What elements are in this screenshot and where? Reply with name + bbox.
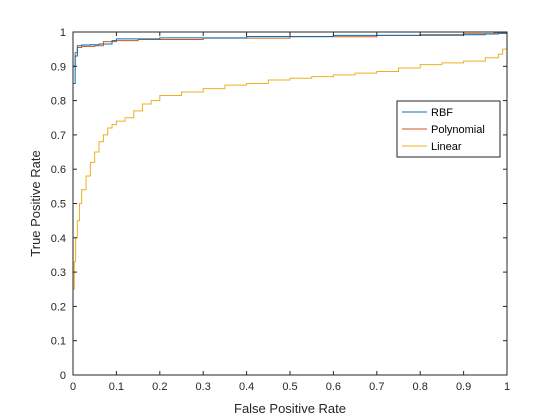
x-axis-label: False Positive Rate	[234, 401, 346, 416]
y-tick-label: 0.5	[51, 199, 66, 211]
legend-label-rbf: RBF	[431, 107, 453, 119]
x-tick-label: 0.2	[152, 381, 167, 393]
x-tick-label: 0	[70, 381, 76, 393]
legend: RBF Polynomial Linear	[396, 100, 501, 158]
y-tick-label: 0.3	[51, 267, 66, 279]
y-tick-label: 1	[60, 27, 66, 39]
series-line-rbf	[72, 32, 508, 375]
x-tick-label: 0.4	[239, 381, 254, 393]
y-tick-label: 0	[60, 370, 66, 382]
x-tick-label: 0.1	[109, 381, 124, 393]
y-axis-label: True Positive Rate	[28, 150, 43, 256]
x-tick-label: 0.7	[369, 381, 384, 393]
x-tick-label: 0.9	[456, 381, 471, 393]
axis-ticks: 0 0.1 0.2 0.3 0.4 0.5 0.6 0.7 0.8 0.9 1 0 0.1 0.2 0.3 0…	[51, 27, 510, 393]
series-line-polynomial	[72, 32, 508, 375]
legend-label-polynomial: Polynomial	[431, 124, 485, 136]
y-tick-label: 0.1	[51, 336, 66, 348]
x-tick-label: 0.8	[413, 381, 428, 393]
series-line-linear	[73, 38, 508, 290]
y-tick-label: 0.2	[51, 301, 66, 313]
x-tick-label: 0.3	[196, 381, 211, 393]
legend-label-linear: Linear	[431, 141, 462, 153]
y-tick-label: 0.6	[51, 164, 66, 176]
y-tick-label: 0.9	[51, 61, 66, 73]
series-lines	[72, 32, 508, 375]
y-tick-label: 0.7	[51, 130, 66, 142]
x-tick-label: 1	[504, 381, 510, 393]
x-tick-label: 0.5	[282, 381, 297, 393]
y-tick-label: 0.8	[51, 96, 66, 108]
y-tick-label: 0.4	[51, 233, 66, 245]
x-tick-label: 0.6	[326, 381, 341, 393]
plot-frame	[72, 31, 508, 376]
